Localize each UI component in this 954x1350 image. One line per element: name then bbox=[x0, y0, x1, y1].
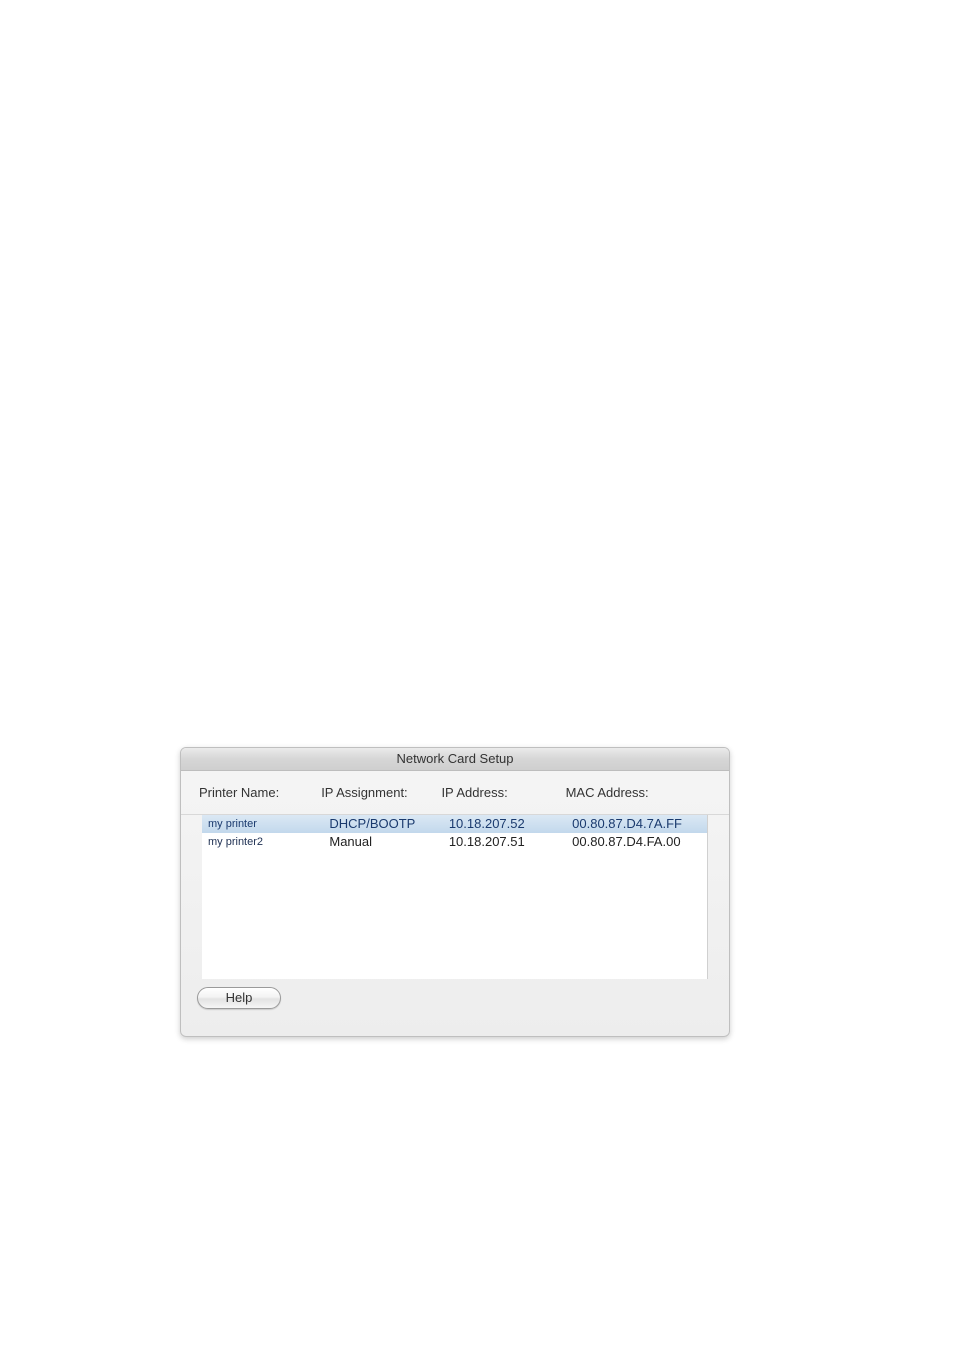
header-mac-address: MAC Address: bbox=[566, 785, 711, 800]
header-printer-name: Printer Name: bbox=[199, 785, 321, 800]
window-titlebar[interactable]: Network Card Setup bbox=[181, 748, 729, 771]
cell-mac-address: 00.80.87.D4.FA.00 bbox=[572, 833, 707, 851]
cell-printer-name: my printer bbox=[202, 815, 329, 833]
table-row[interactable]: my printer DHCP/BOOTP 10.18.207.52 00.80… bbox=[202, 815, 707, 833]
column-headers: Printer Name: IP Assignment: IP Address:… bbox=[181, 771, 729, 815]
cell-mac-address: 00.80.87.D4.7A.FF bbox=[572, 815, 707, 833]
button-row: Help bbox=[181, 979, 729, 1017]
cell-printer-name: my printer2 bbox=[202, 833, 329, 851]
cell-ip-assignment: Manual bbox=[329, 833, 448, 851]
table-row[interactable]: my printer2 Manual 10.18.207.51 00.80.87… bbox=[202, 833, 707, 851]
header-ip-assignment: IP Assignment: bbox=[321, 785, 441, 800]
window-title: Network Card Setup bbox=[396, 751, 513, 766]
help-button[interactable]: Help bbox=[197, 987, 281, 1009]
cell-ip-address: 10.18.207.52 bbox=[449, 815, 572, 833]
cell-ip-assignment: DHCP/BOOTP bbox=[329, 815, 448, 833]
network-card-setup-window: Network Card Setup Printer Name: IP Assi… bbox=[180, 747, 730, 1037]
help-button-label: Help bbox=[226, 990, 253, 1005]
printer-list[interactable]: my printer DHCP/BOOTP 10.18.207.52 00.80… bbox=[202, 815, 708, 979]
cell-ip-address: 10.18.207.51 bbox=[449, 833, 572, 851]
header-ip-address: IP Address: bbox=[441, 785, 565, 800]
